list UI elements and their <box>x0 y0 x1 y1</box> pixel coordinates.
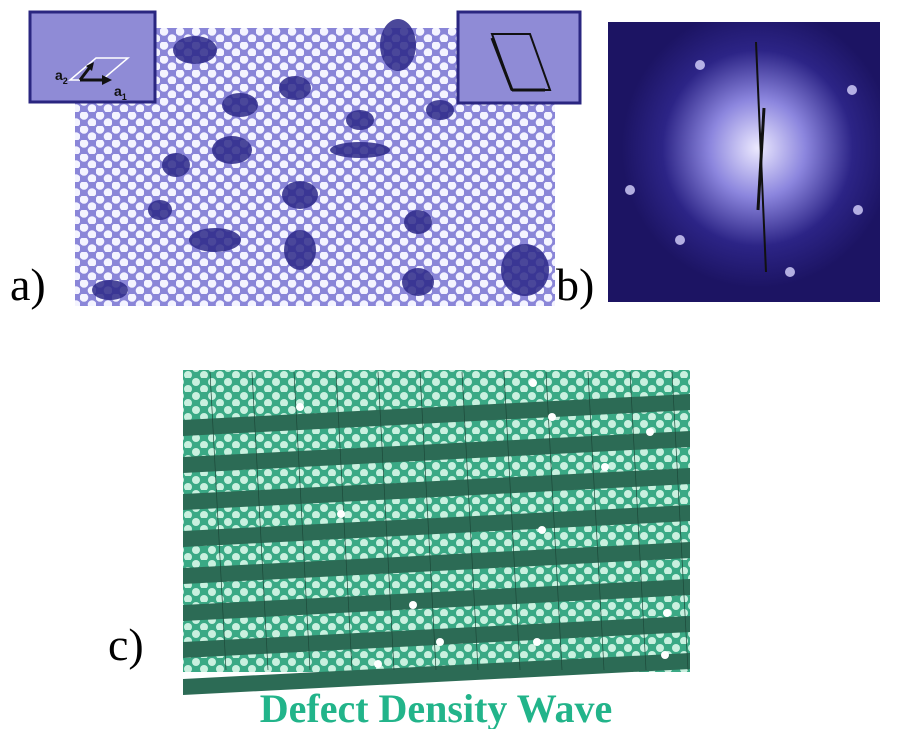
fft-peak <box>785 267 795 277</box>
defect <box>162 153 190 177</box>
defect <box>538 526 546 534</box>
defect <box>284 230 316 270</box>
fft-peak <box>675 235 685 245</box>
defect <box>92 280 128 300</box>
panel-label: a) <box>10 259 46 310</box>
defect <box>402 268 434 296</box>
inset-right <box>458 12 580 103</box>
vector-base: a <box>55 67 63 83</box>
inset-box <box>30 12 155 102</box>
defect <box>346 110 374 130</box>
page: {"panels": [{"label": "a)"}, {"label": "… <box>0 0 899 729</box>
defect <box>646 428 654 436</box>
fft-peak <box>853 205 863 215</box>
defect <box>330 142 390 158</box>
defect <box>533 638 541 646</box>
inset-left: a2 a1 <box>30 12 155 102</box>
defect <box>222 93 258 117</box>
defect <box>374 660 382 668</box>
defect <box>529 379 537 387</box>
panel-label: c) <box>108 619 144 670</box>
defect <box>663 609 671 617</box>
defect <box>501 244 549 296</box>
figure: a2 a1 a) b) c) Defect Density Wave <box>0 0 899 729</box>
vector-base: a <box>114 83 122 99</box>
fft-peak <box>847 85 857 95</box>
defect <box>282 181 318 209</box>
fft-image-b <box>608 22 880 302</box>
fft-peak <box>625 185 635 195</box>
defect <box>212 136 252 164</box>
panel-label: b) <box>556 259 594 310</box>
fft <box>608 22 880 302</box>
fft-peak <box>695 60 705 70</box>
defect <box>173 36 217 64</box>
defect <box>189 228 241 252</box>
caption: Defect Density Wave <box>260 686 613 729</box>
defect <box>148 200 172 220</box>
defect <box>548 413 556 421</box>
defect <box>296 403 304 411</box>
defect <box>601 463 609 471</box>
defect <box>380 19 416 71</box>
vector-sub: 2 <box>63 76 68 86</box>
defect <box>337 510 345 518</box>
defect <box>426 100 454 120</box>
defect <box>404 210 432 234</box>
defect <box>409 601 417 609</box>
defect <box>661 651 669 659</box>
stm-image-c <box>183 370 690 695</box>
vector-sub: 1 <box>122 92 127 102</box>
defect <box>279 76 311 100</box>
defect <box>436 638 444 646</box>
